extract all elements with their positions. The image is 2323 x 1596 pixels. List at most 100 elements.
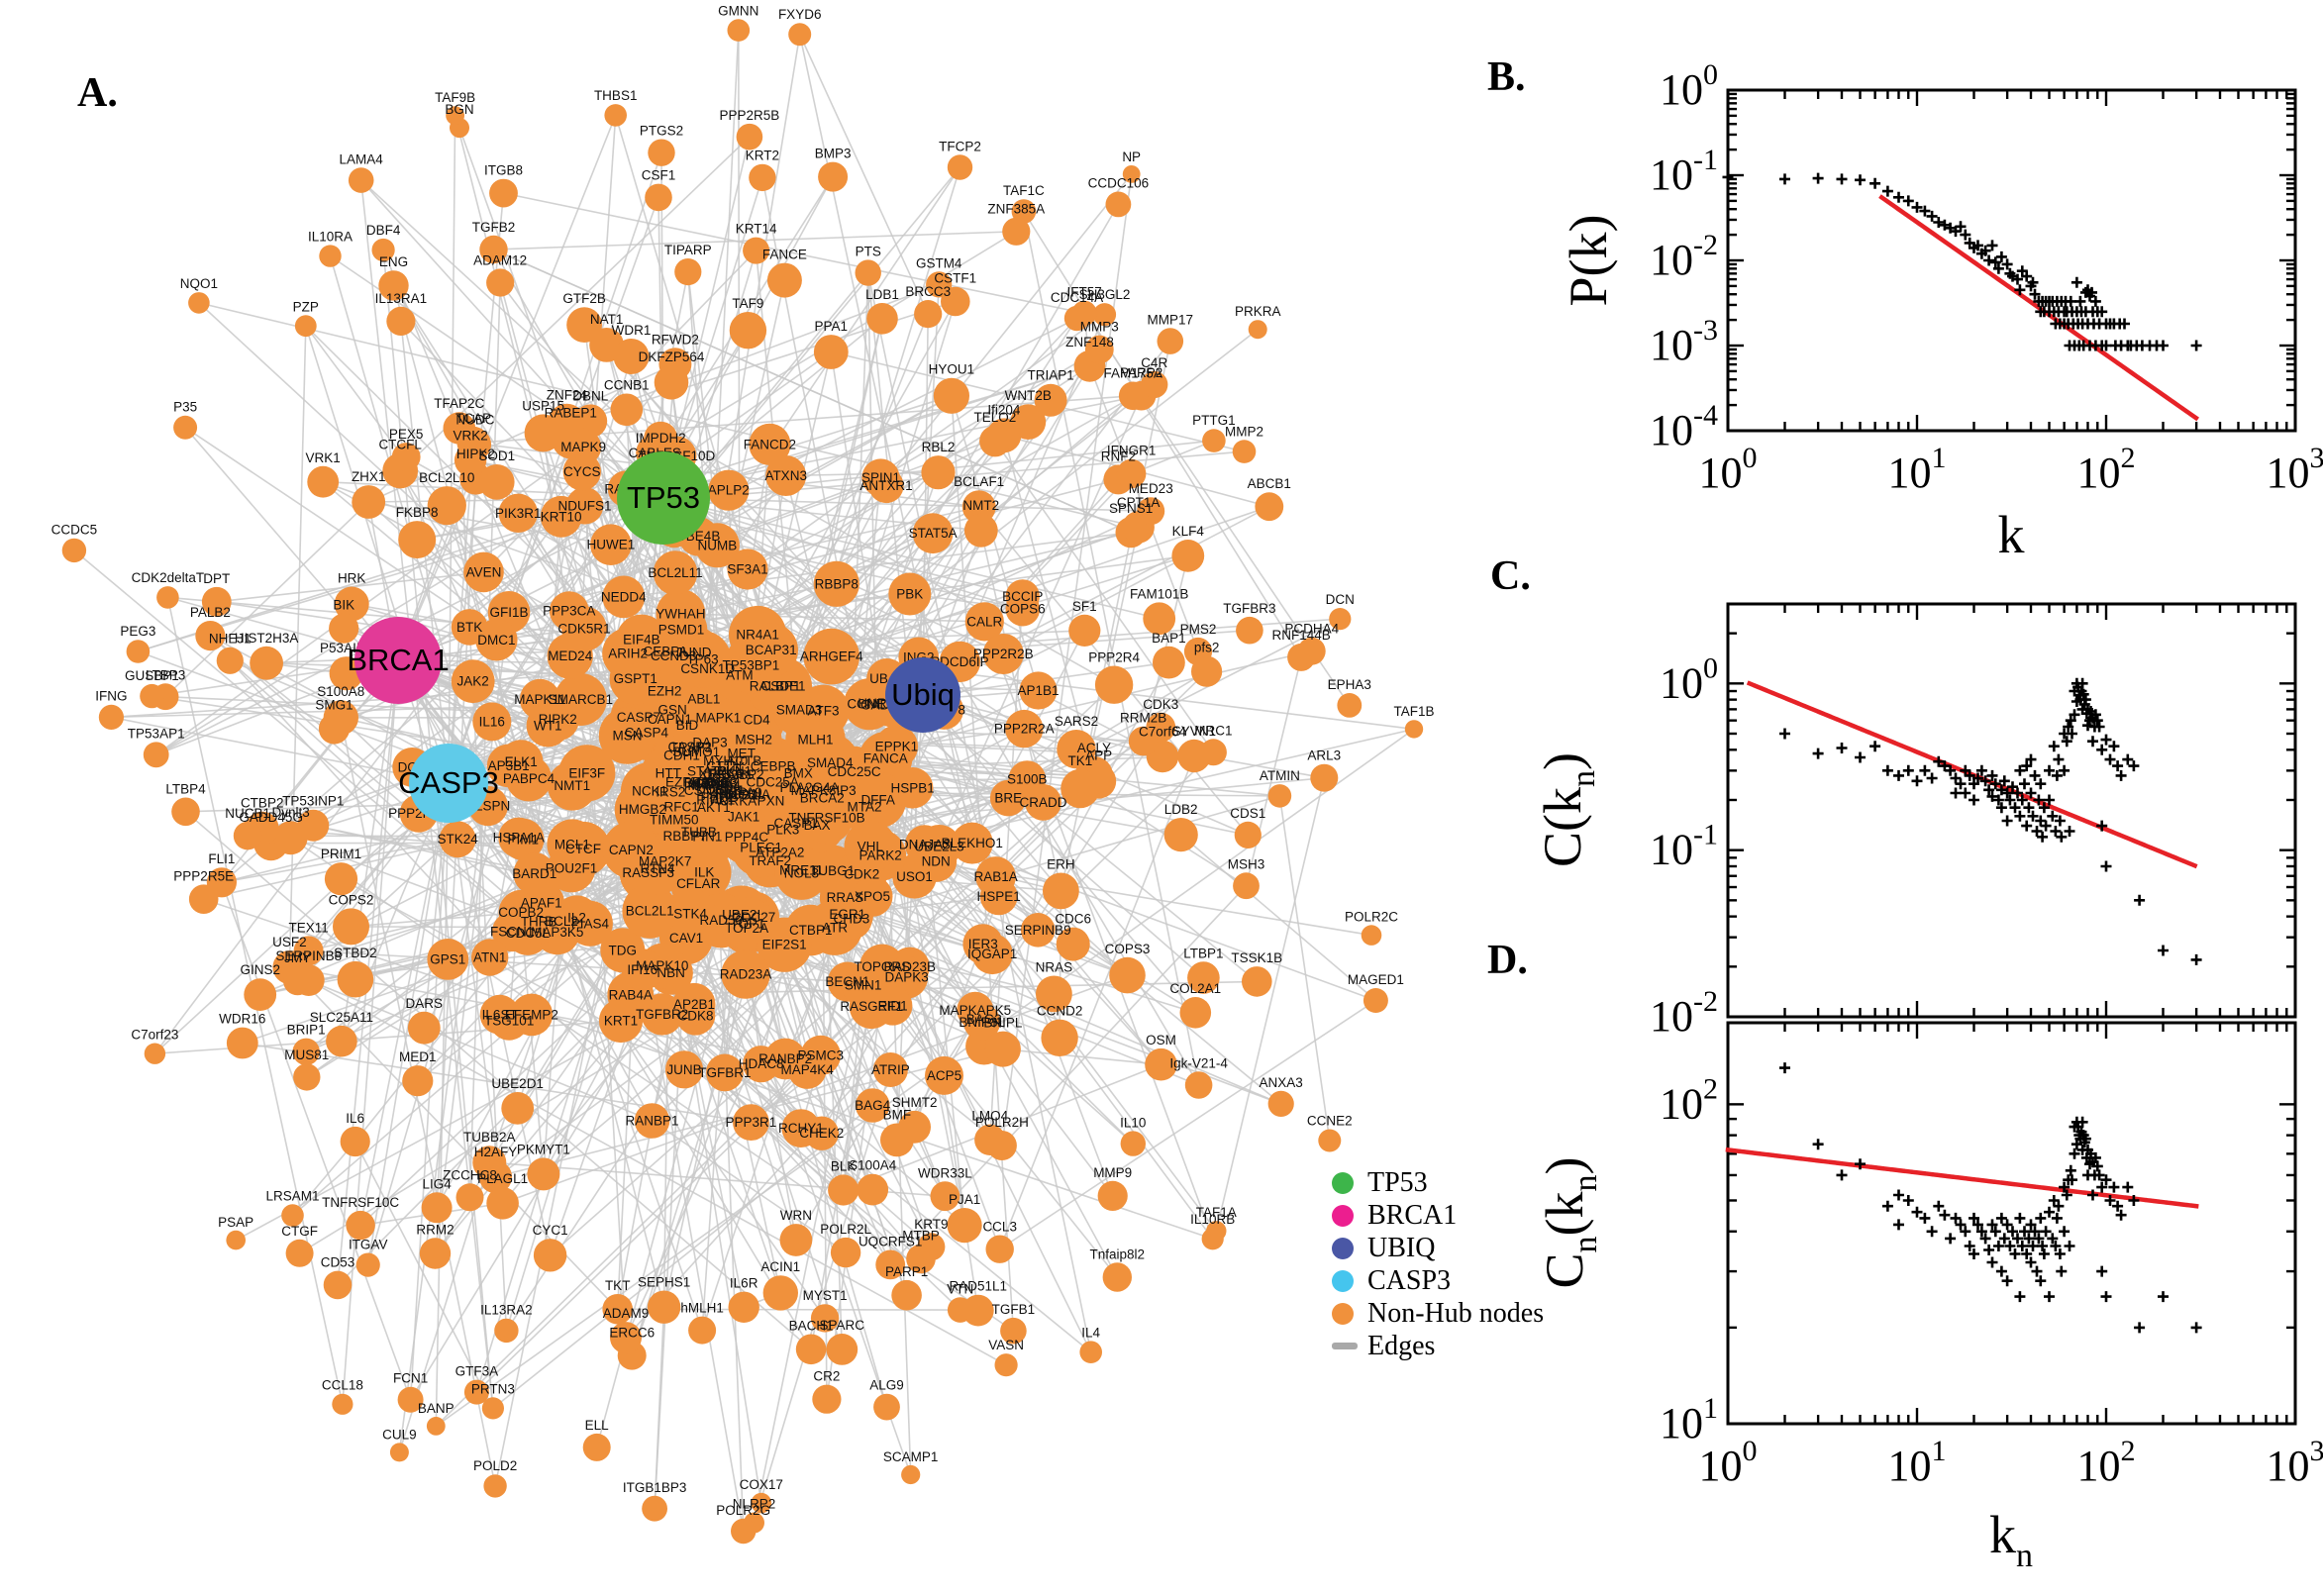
network-node-label: BACH1 xyxy=(789,1319,834,1334)
network-node xyxy=(1179,997,1212,1029)
network-node-label: WDR33L xyxy=(918,1165,972,1180)
network-edge xyxy=(198,302,1139,529)
network-node xyxy=(1020,913,1056,948)
data-point-marker xyxy=(1960,229,1971,241)
network-edge xyxy=(305,325,450,784)
network-edge xyxy=(1023,211,1200,1086)
network-node xyxy=(1041,1019,1078,1057)
tick-label: 10-1 xyxy=(1650,819,1718,874)
data-point-marker xyxy=(2027,276,2039,288)
network-node-label: WDR16 xyxy=(219,1012,265,1027)
network-node-label: HDAC8 xyxy=(739,1056,784,1071)
network-node xyxy=(921,455,956,490)
network-node-label: CAPN1 xyxy=(648,712,692,727)
network-node xyxy=(329,613,359,644)
network-node-label: CYCS xyxy=(563,464,601,479)
network-edge xyxy=(392,285,562,922)
network-node xyxy=(1092,303,1117,327)
network-node xyxy=(1163,818,1198,852)
network-node-label: TSG101 xyxy=(484,1013,534,1028)
data-point-marker xyxy=(2100,1174,2112,1186)
network-node-label: RRAS xyxy=(827,890,864,905)
network-node xyxy=(297,809,330,842)
data-point-marker xyxy=(1812,1139,1824,1150)
data-point-marker xyxy=(1881,764,1893,776)
network-node xyxy=(602,575,646,619)
network-node-label: RABEP1 xyxy=(545,406,597,421)
network-node-label: DARS xyxy=(406,996,444,1011)
network-node-label: IL10 xyxy=(1120,1115,1146,1130)
data-point-marker xyxy=(1869,741,1881,752)
network-node-label: EPHA3 xyxy=(1328,677,1371,692)
network-node-label: GSPT1 xyxy=(614,671,657,686)
network-node-label: FLI1 xyxy=(208,851,235,866)
network-edge xyxy=(686,34,801,726)
network-node xyxy=(787,1049,827,1089)
network-node xyxy=(1404,720,1424,739)
network-node-label: BCAP31 xyxy=(746,643,797,657)
network-node-label: CASP2 xyxy=(668,740,712,754)
network-node xyxy=(621,948,663,991)
network-node-label: HTT xyxy=(656,766,681,781)
data-point-marker xyxy=(1911,1206,1923,1218)
network-node-label: MTA2 xyxy=(847,800,881,815)
network-node-label: IL10RB xyxy=(1190,1212,1235,1227)
network-node xyxy=(486,268,515,297)
network-node xyxy=(1177,739,1211,773)
network-node xyxy=(233,821,262,850)
network-node-label: TUBB xyxy=(681,825,717,840)
data-point-marker xyxy=(2047,810,2059,822)
network-node-label: ATR xyxy=(822,920,848,935)
network-node xyxy=(126,640,151,663)
network-node xyxy=(872,986,913,1026)
network-node-label: TNFRSF10B xyxy=(788,811,864,826)
network-node xyxy=(319,245,342,267)
network-node-label: MET xyxy=(727,747,756,761)
network-node-label: IL2 xyxy=(567,911,586,926)
network-node-label: MAPKAPK5 xyxy=(939,1003,1011,1018)
network-node-label: BAP1 xyxy=(1152,631,1186,646)
network-node-label: ACP5 xyxy=(927,1068,961,1083)
network-node-label: CCND3 xyxy=(651,648,697,663)
network-node xyxy=(582,1433,611,1461)
tick-label: 101 xyxy=(1888,442,1947,497)
network-edge xyxy=(922,694,1114,1197)
network-node xyxy=(844,820,897,873)
network-node-label: SMAD4 xyxy=(807,755,854,770)
network-node-label: TK1 xyxy=(1068,753,1093,768)
network-node xyxy=(653,550,698,595)
network-node-label: NQO1 xyxy=(180,276,218,291)
network-node-label: CD4 xyxy=(744,713,770,728)
network-edge xyxy=(798,34,929,315)
network-node-label: LAMA4 xyxy=(340,151,384,166)
network-node-label: OSM xyxy=(1146,1033,1176,1047)
network-node xyxy=(964,602,1004,642)
network-node-label: BCL2 xyxy=(545,914,578,929)
data-point-marker xyxy=(1969,794,1979,806)
network-node-label: MSH3 xyxy=(1228,856,1265,871)
network-node-label: TDG xyxy=(609,943,638,957)
network-node xyxy=(481,1397,504,1420)
network-node xyxy=(472,702,512,742)
network-node xyxy=(674,258,702,286)
network-node xyxy=(598,707,656,764)
network-node-label: PLEKHO1 xyxy=(942,836,1003,850)
network-node-label: BTK xyxy=(456,620,482,635)
network-node-label: DBNL xyxy=(572,389,609,404)
panel-label-c: C. xyxy=(1490,553,1531,599)
network-node-label: P35 xyxy=(173,400,197,415)
network-node-label: VCP xyxy=(703,771,731,786)
data-point-marker xyxy=(1983,784,1995,796)
network-node-label: LTBP4 xyxy=(165,782,206,797)
data-point-marker xyxy=(2091,1160,2103,1172)
network-node-label: TSSK1B xyxy=(1231,950,1282,965)
data-point-marker xyxy=(2108,741,2120,752)
data-point-marker xyxy=(1975,1226,1987,1238)
network-node-label: HSPA1A xyxy=(493,831,545,846)
network-node xyxy=(1120,1131,1147,1156)
network-edge xyxy=(73,549,922,1260)
network-node-label: TOP2A xyxy=(725,921,768,936)
network-node-label: HYOU1 xyxy=(929,362,975,377)
network-node-label: CDS1 xyxy=(1230,806,1265,821)
network-edge xyxy=(493,249,1132,534)
